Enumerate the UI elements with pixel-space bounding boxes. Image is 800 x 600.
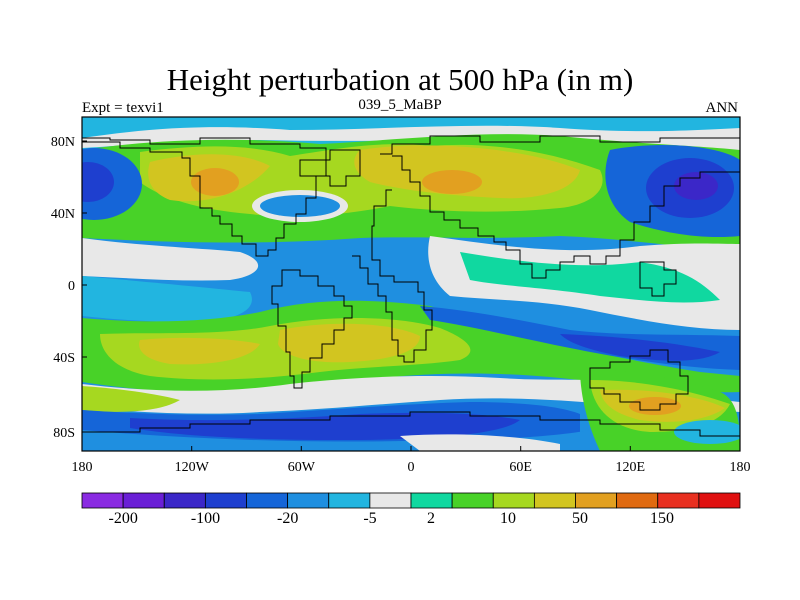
y-tick-label: 40S (53, 351, 75, 366)
colorbar-label: -200 (109, 510, 138, 527)
field-central-pacific-blue (82, 276, 252, 322)
colorbar-swatch (616, 492, 659, 509)
x-tick-label: 120E (616, 460, 646, 475)
colorbar-swatch (492, 492, 535, 509)
coastline-north-america (82, 137, 327, 257)
field-southeast-light-blue (674, 420, 740, 444)
colorbar-swatch (287, 492, 330, 509)
colorbar-swatch (698, 492, 741, 509)
colorbar-swatch (451, 492, 494, 509)
field-low-east-asia-core (674, 172, 718, 200)
coastline-australia (589, 349, 689, 411)
colorbar-label: 2 (427, 510, 435, 527)
coastline-asia-east (392, 155, 740, 279)
field-peak-north-america (191, 168, 239, 196)
field-tropics-white-west (82, 238, 259, 281)
x-tick-label: 60E (509, 460, 532, 475)
field-southern-ocean-dark-blue (130, 412, 520, 440)
x-axis-labels: 180 120W 60W 0 60E 120E 180 (72, 460, 751, 475)
x-tick-label: 120W (175, 460, 210, 475)
x-tick-label: 180 (730, 460, 751, 475)
colorbar-label: 150 (650, 510, 674, 527)
colorbar-swatch (657, 492, 700, 509)
coastline-greenland (299, 149, 361, 187)
coastline-antarctica (82, 411, 740, 437)
x-tick-label: 180 (72, 460, 93, 475)
colorbar-swatch (163, 492, 206, 509)
colorbar-label: -100 (191, 510, 220, 527)
field-tropics-green-east (460, 252, 720, 303)
y-tick-label: 80N (51, 135, 75, 150)
colorbar-label: 50 (572, 510, 588, 527)
field-south-atlantic-yellow (82, 386, 180, 412)
y-axis-labels: 80N 40N 0 40S 80S (51, 135, 75, 441)
coastline-maritime-continent (639, 261, 677, 297)
colorbar-swatch (204, 492, 247, 509)
colorbar-label: -5 (363, 510, 376, 527)
x-tick-label: 0 (408, 460, 415, 475)
coastline-europe-africa (352, 189, 433, 363)
field-low-west-pacific-core (82, 162, 114, 202)
field-low-north-atlantic-core (260, 195, 340, 217)
field-band-south-yellow (278, 323, 420, 363)
colorbar-labels: -200 -100 -20 -5 2 10 50 150 (109, 510, 674, 527)
y-tick-label: 40N (51, 207, 75, 222)
field-south-pacific-dark-blue (560, 334, 720, 361)
colorbar-label: -20 (277, 510, 298, 527)
colorbar-swatch (369, 492, 412, 509)
field-peak-eurasia (422, 170, 482, 194)
colorbar (81, 492, 741, 509)
chart-title: Height perturbation at 500 hPa (in m) (166, 62, 634, 97)
colorbar-swatch (410, 492, 453, 509)
field-band-south-yellow-2 (139, 337, 260, 365)
coastline-eurasia (380, 135, 740, 155)
colorbar-swatch (328, 492, 371, 509)
colorbar-swatch (533, 492, 576, 509)
field-southern-ocean-white (400, 434, 560, 451)
colorbar-swatch (246, 492, 289, 509)
period-label: 039_5_MaBP (358, 97, 442, 113)
y-tick-label: 0 (68, 279, 75, 294)
contour-field (82, 117, 740, 451)
y-tick-label: 80S (53, 426, 75, 441)
x-tick-label: 60W (288, 460, 316, 475)
field-southeast-orange (629, 397, 681, 415)
tick-marks (81, 140, 741, 451)
colorbar-label: 10 (500, 510, 516, 527)
field-band-south-white (82, 376, 740, 414)
colorbar-swatch (81, 492, 124, 509)
coastline-south-america (271, 269, 353, 389)
experiment-label: Expt = texvi1 (82, 100, 164, 116)
season-label: ANN (705, 100, 739, 116)
colorbar-swatch (575, 492, 618, 509)
colorbar-swatch (122, 492, 165, 509)
coastlines (82, 135, 740, 437)
